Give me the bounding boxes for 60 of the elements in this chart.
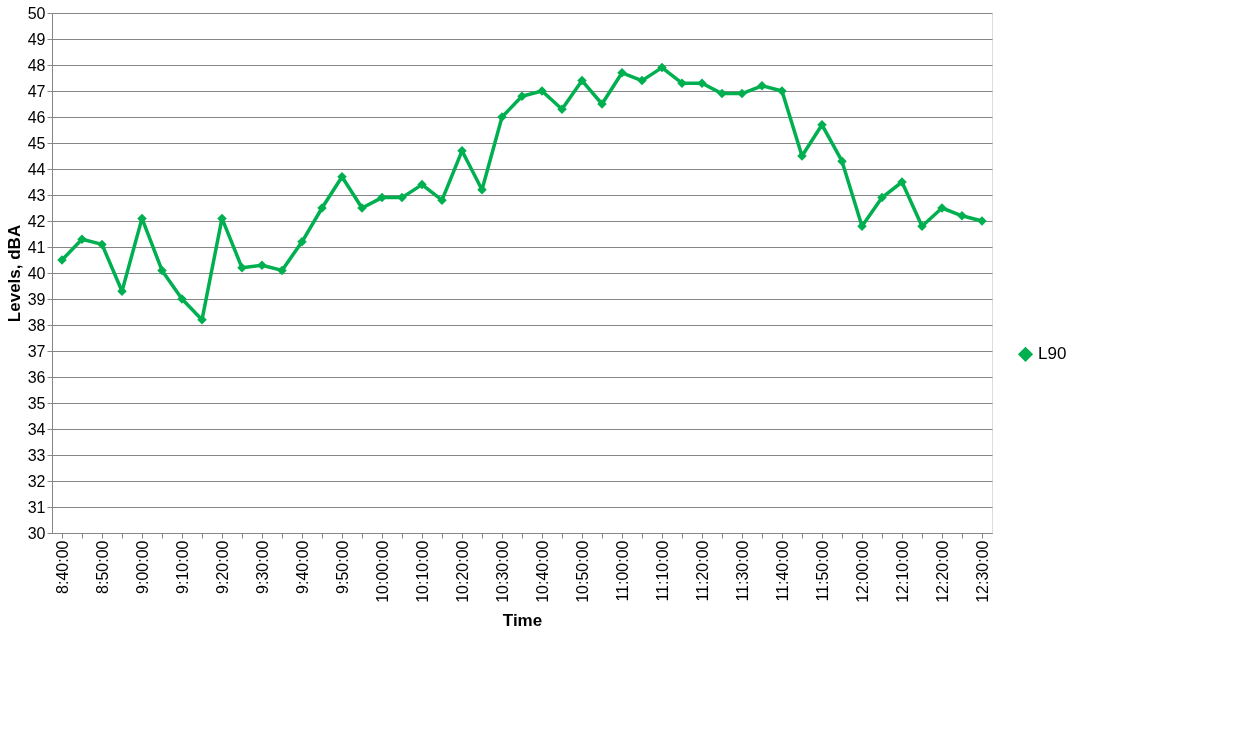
x-tick-label: 9:00:00 — [133, 540, 151, 594]
x-tick-label: 11:30:00 — [733, 540, 751, 602]
legend-label: L90 — [1038, 344, 1067, 364]
y-tick-label: 46 — [27, 108, 46, 126]
y-tick-label: 39 — [27, 290, 46, 308]
x-tick-label: 10:20:00 — [453, 540, 471, 603]
x-tick-label: 12:10:00 — [893, 540, 911, 603]
x-tick-label: 11:50:00 — [813, 540, 831, 602]
point — [417, 179, 427, 190]
x-tick-label: 10:10:00 — [413, 540, 431, 603]
y-tick-label: 47 — [27, 82, 46, 100]
point — [157, 265, 167, 276]
x-tick-label: 9:20:00 — [213, 540, 231, 594]
x-tick-label: 12:00:00 — [853, 540, 871, 603]
x-tick-label: 8:40:00 — [53, 540, 71, 594]
x-tick-label: 10:30:00 — [493, 540, 511, 603]
y-tick-label: 33 — [27, 446, 46, 464]
x-tick-label: 10:40:00 — [533, 540, 551, 603]
y-tick-label: 45 — [27, 134, 46, 152]
y-tick-label: 34 — [27, 420, 46, 438]
y-tick-label: 30 — [27, 524, 46, 542]
y-tick-label: 35 — [27, 394, 46, 412]
point — [737, 88, 747, 99]
y-tick-label: 48 — [27, 56, 46, 74]
x-tick-label: 10:50:00 — [573, 540, 591, 603]
y-tick-label: 42 — [27, 212, 46, 230]
y-tick-label: 43 — [27, 186, 46, 204]
y-tick-label: 36 — [27, 368, 46, 386]
x-tick-label: 11:00:00 — [613, 540, 631, 602]
y-tick-label: 31 — [27, 498, 46, 516]
x-tick-label: 12:30:00 — [973, 540, 991, 603]
y-tick-label: 37 — [27, 342, 46, 360]
x-tick-label: 11:20:00 — [693, 540, 711, 602]
point — [717, 88, 727, 99]
x-tick-label: 11:40:00 — [773, 540, 791, 602]
x-tick-label: 8:50:00 — [93, 540, 111, 594]
x-tick-label: 11:10:00 — [653, 540, 671, 602]
y-tick-label: 32 — [27, 472, 46, 490]
x-tick-label: 9:40:00 — [293, 540, 311, 594]
y-tick-label: 50 — [27, 4, 46, 22]
x-tick-label: 9:10:00 — [173, 540, 191, 594]
y-tick-label: 41 — [27, 238, 46, 256]
y-axis-title: Levels, dBA — [4, 224, 24, 323]
y-tick-label: 38 — [27, 316, 46, 334]
point — [637, 75, 647, 86]
x-axis-title: Time — [502, 610, 543, 630]
point — [657, 62, 667, 73]
y-tick-label: 44 — [27, 160, 46, 178]
point — [377, 192, 387, 203]
y-tick-label: 40 — [27, 264, 46, 282]
point — [577, 75, 587, 86]
point — [97, 239, 107, 250]
y-tick-label: 49 — [27, 30, 46, 48]
point — [277, 265, 287, 276]
point — [877, 192, 887, 203]
x-tick-label: 10:00:00 — [373, 540, 391, 603]
x-tick-label: 9:50:00 — [333, 540, 351, 594]
x-tick-label: 12:20:00 — [933, 540, 951, 603]
point — [397, 192, 407, 203]
x-tick-label: 9:30:00 — [253, 540, 271, 594]
